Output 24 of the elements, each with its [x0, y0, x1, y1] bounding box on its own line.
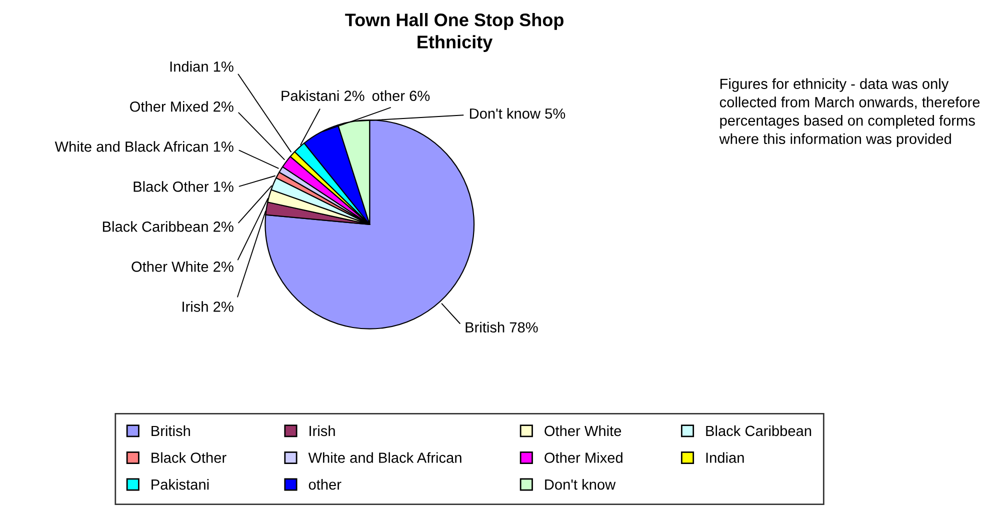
legend-label: Black Other [152, 452, 226, 463]
text: Figures for ethnicity - data was only collected from March onwards, therefore percentages based on completed forms where this information was provided [719, 78, 980, 147]
legend-label: Indian [706, 452, 744, 463]
legend-label: Black Caribbean [706, 425, 812, 436]
category-label: Other Mixed 2% [130, 101, 234, 112]
legend-label: Don't know [545, 479, 616, 490]
legend-label: British [152, 425, 190, 436]
category-label: Don't know 5% [470, 108, 566, 119]
legend-label: other [308, 479, 342, 490]
category-label: Black Other 1% [134, 181, 234, 192]
category-label: White and Black African 1% [54, 141, 234, 152]
category-label: Irish 2% [182, 301, 234, 312]
category-label: Black Caribbean 2% [102, 221, 234, 232]
legend-label: Irish [310, 425, 335, 436]
category-label: other 6% [372, 90, 430, 102]
chart-title: Town Hall One Stop Shop Ethnicity [345, 13, 564, 52]
category-label: British 78% [466, 322, 538, 333]
legend-label: Pakistani [152, 479, 209, 490]
legend-label: Other White [544, 425, 622, 436]
category-label: Other White 2% [132, 261, 234, 272]
category-label: Pakistani 2% [282, 90, 364, 102]
category-label: Indian 1% [170, 61, 234, 72]
legend-label: Other Mixed [544, 452, 622, 463]
legend-label: White and Black African [308, 452, 462, 463]
